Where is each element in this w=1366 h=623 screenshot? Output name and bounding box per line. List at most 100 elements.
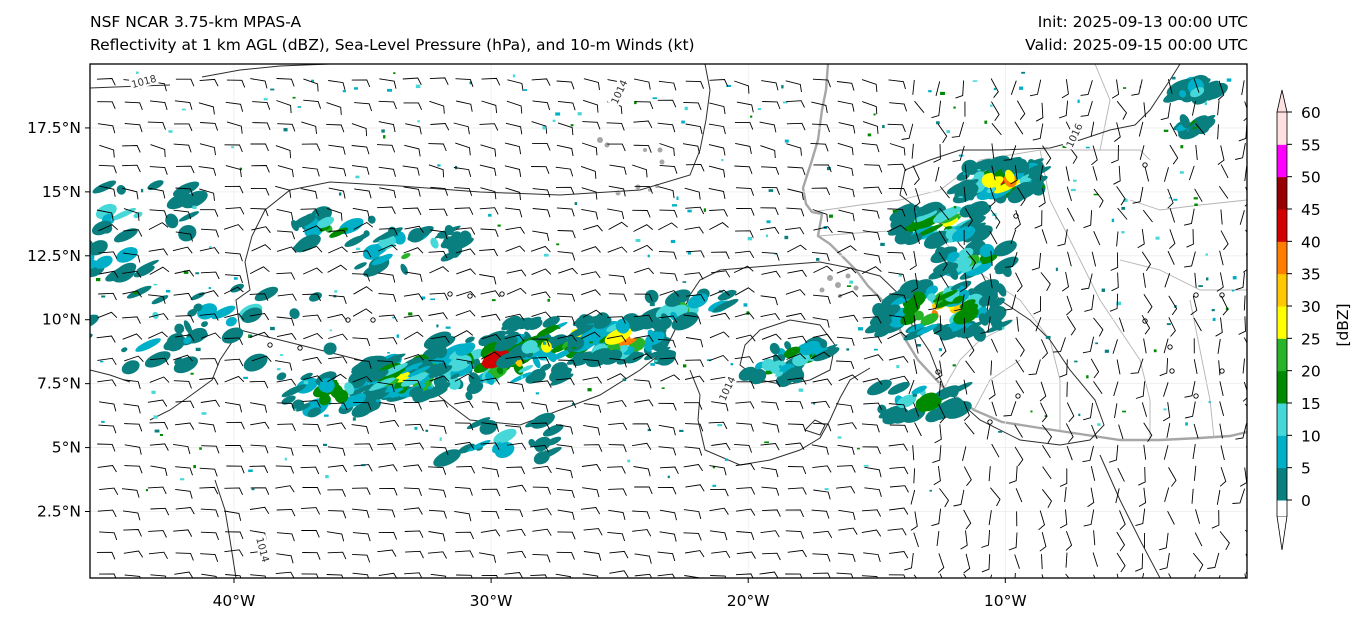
echo-cell [550,349,572,361]
echo-speck [712,484,717,487]
wind-barb [480,144,497,157]
wind-barb [1031,252,1042,271]
wind-barb [326,207,343,221]
wind-barb [149,376,170,383]
wind-barb [933,315,942,335]
echo-speck [649,302,655,307]
wind-barb [759,121,777,133]
wind-barb [505,401,525,410]
wind-barb [634,267,654,275]
wind-barb [761,186,781,195]
echo-speck [445,326,451,329]
wind-barb [812,78,831,88]
echo-speck [972,80,978,82]
wind-barb [608,221,628,230]
wind-barb [888,314,907,325]
wind-barb [302,552,321,560]
wind-barb [634,185,653,194]
wind-barb [735,463,755,471]
wind-barb [888,79,906,90]
echo-cell [58,200,74,211]
echo-speck [1074,360,1078,363]
echo-cell [692,295,701,305]
wind-barb [404,530,424,538]
wind-barb [530,574,548,578]
wind-barb [531,268,552,276]
wind-barb [990,338,999,353]
wind-barb [506,466,526,475]
echo-speck [858,327,863,331]
wind-barb [377,381,395,393]
wind-barb [786,143,802,156]
wind-barb [427,551,447,559]
echo-cell [542,316,560,328]
wind-barb [710,312,731,320]
wind-barb [531,422,551,430]
wind-barb [402,207,422,216]
wind-barb [1219,401,1225,417]
wind-barb [378,531,398,540]
wind-barb [428,509,447,519]
wind-barb [709,507,729,515]
echo-cell [923,230,950,249]
echo-cell [1014,182,1034,198]
wind-barb [351,508,370,519]
wind-barb [1066,186,1072,202]
echo-cell [468,372,481,388]
echo-speck [953,205,957,209]
wind-barb [1028,359,1041,376]
wind-barb [302,423,321,432]
wind-barb [1138,466,1146,486]
wind-barb [124,465,143,474]
wind-barb [122,164,141,173]
echo-cell [47,208,73,230]
echo-cell [671,312,699,331]
wind-barb [555,467,573,479]
echo-cell [300,372,313,381]
wind-barb [633,144,652,153]
wind-barb [1242,253,1247,273]
wind-barb [301,529,320,538]
wind-barb [250,574,267,578]
wind-barb [1003,145,1017,161]
wind-barb [327,446,346,456]
echo-cell [775,371,784,377]
wind-barb [989,273,993,289]
wind-barb [1093,381,1103,394]
echo-cell [644,289,659,304]
echo-speck [667,475,670,479]
echo-cell [717,289,735,300]
echo-cell [94,255,113,269]
echo-speck [95,277,101,282]
echo-cell [996,283,1007,297]
wind-barb [888,271,906,282]
wind-barb [96,78,116,86]
wind-barb [303,332,324,340]
wind-barb [250,487,270,495]
echo-speck [849,280,854,284]
wind-barb [224,401,243,413]
wind-barb [632,510,651,520]
wind-barb [378,464,398,472]
wind-barb [1041,554,1043,570]
echo-cell [493,428,517,444]
wind-barb [634,78,651,90]
wind-barb [1194,188,1203,202]
wind-barb [199,290,219,297]
colorbar-over-extend [1276,89,1288,113]
echo-cell [874,326,891,338]
wind-barb [1235,143,1246,160]
echo-cell [648,316,660,327]
wind-barb [786,207,805,217]
wind-barb [1042,466,1052,480]
wind-barb [479,248,498,257]
echo-cell [708,300,726,312]
echo-speck [916,343,921,347]
echo-cell [644,342,653,352]
echo-speck [467,361,471,364]
echo-speck [837,436,842,439]
wind-barb [301,400,321,408]
wind-barb [837,230,856,241]
wind-barb [760,313,780,321]
echo-cell [615,318,630,334]
